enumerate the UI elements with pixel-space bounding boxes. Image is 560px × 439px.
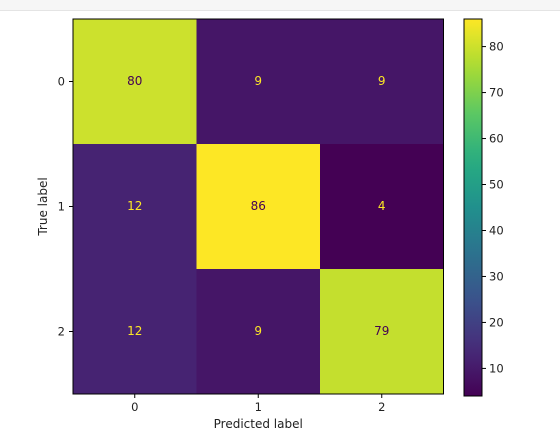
cell-1-2 — [320, 144, 444, 269]
colorbar-tick-label-6: 70 — [489, 86, 504, 100]
cell-value-1-1: 86 — [251, 199, 266, 213]
colorbar-tick-label-7: 80 — [489, 40, 504, 54]
y-axis-label: True label — [36, 177, 50, 236]
cell-0-0 — [73, 19, 197, 144]
cell-0-2 — [320, 19, 444, 144]
colorbar-tick-label-0: 10 — [489, 361, 504, 375]
x-axis-ticks: 0 1 2 — [131, 394, 385, 414]
cell-2-0 — [73, 269, 197, 394]
colorbar-tick-label-2: 30 — [489, 269, 504, 283]
cell-value-2-1: 9 — [254, 324, 262, 338]
x-axis-label: Predicted label — [214, 417, 303, 431]
cell-value-1-2: 4 — [378, 199, 386, 213]
cell-0-1 — [196, 19, 320, 144]
x-tick-label-2: 2 — [378, 400, 385, 414]
colorbar-tick-label-3: 40 — [489, 223, 504, 237]
y-tick-label-2: 2 — [58, 325, 65, 339]
cell-2-1 — [196, 269, 320, 394]
matrix-cells: 80 9 9 12 86 4 12 9 79 — [73, 19, 444, 394]
cell-value-0-0: 80 — [127, 74, 142, 88]
colorbar-ticks: 10 20 30 40 50 60 70 80 — [482, 40, 504, 375]
colorbar — [463, 18, 483, 397]
cell-value-2-2: 79 — [374, 324, 389, 338]
cell-value-2-0: 12 — [127, 324, 142, 338]
y-axis-ticks: 0 1 2 — [58, 75, 73, 339]
cell-2-2 — [320, 269, 444, 394]
x-tick-label-1: 1 — [255, 400, 262, 414]
colorbar-tick-label-1: 20 — [489, 315, 504, 329]
cell-value-0-1: 9 — [254, 74, 262, 88]
top-toolbar-strip — [0, 0, 560, 11]
cell-value-1-0: 12 — [127, 199, 142, 213]
colorbar-tick-label-4: 50 — [489, 178, 504, 192]
cell-1-1 — [196, 144, 320, 269]
x-tick-label-0: 0 — [131, 400, 138, 414]
y-tick-label-0: 0 — [58, 75, 65, 89]
cell-value-0-2: 9 — [378, 74, 386, 88]
colorbar-tick-label-5: 60 — [489, 132, 504, 146]
cell-1-0 — [73, 144, 197, 269]
y-tick-label-1: 1 — [58, 200, 65, 214]
